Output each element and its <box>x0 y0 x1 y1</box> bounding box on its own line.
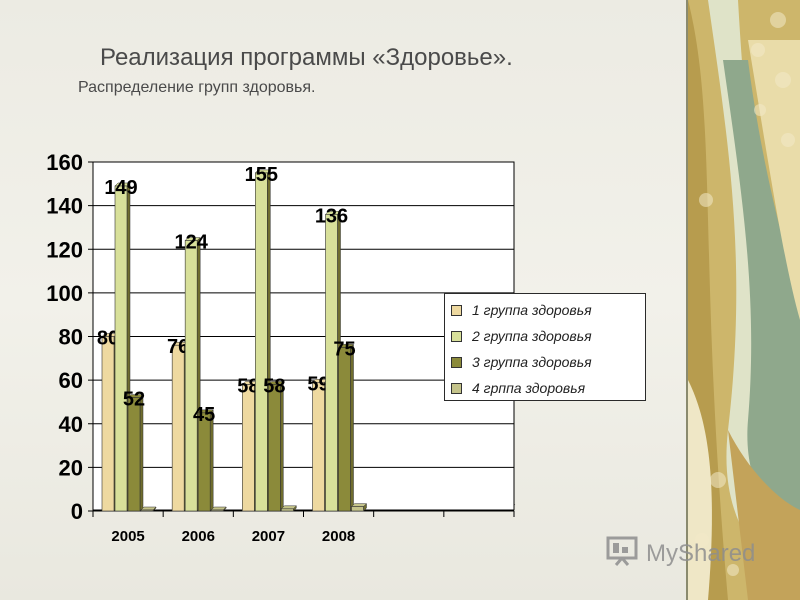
bar-top-4 <box>350 503 368 507</box>
bar-group1-2005 <box>101 336 115 512</box>
slide-title: Реализация программы «Здоровье». <box>100 44 513 71</box>
legend-item-group2: 2 группа здоровья <box>451 323 645 349</box>
y-tick-label: 40 <box>59 412 83 437</box>
bar-group4-2005 <box>140 509 154 512</box>
data-label: 80 <box>97 328 119 350</box>
data-label: 75 <box>333 338 355 360</box>
bar-group3-2005 <box>127 397 141 512</box>
bar-group3-2007 <box>268 384 281 512</box>
watermark-text: MyShared <box>646 540 756 567</box>
bar-group4-2007 <box>281 508 294 512</box>
bar-group2-2008 <box>325 214 338 512</box>
y-tick-label: 60 <box>59 368 83 393</box>
x-tick-label: 2006 <box>182 528 215 545</box>
data-label: 136 <box>315 205 348 227</box>
bar-group4-2006 <box>210 509 224 512</box>
slide-subtitle: Распределение групп здоровья. <box>78 79 316 96</box>
watermark: MyShared <box>606 536 755 572</box>
y-tick-label: 80 <box>59 325 83 350</box>
bar-side-3 <box>139 393 144 512</box>
y-tick-label: 0 <box>71 499 83 524</box>
x-tick-label: 2005 <box>111 528 144 545</box>
bar-side-3 <box>280 380 284 512</box>
chart-legend: 1 группа здоровья 2 группа здоровья 3 гр… <box>444 293 646 401</box>
y-tick-label: 140 <box>46 194 83 219</box>
data-label: 155 <box>245 164 278 186</box>
y-tick-label: 100 <box>46 281 83 306</box>
legend-label-group3: 3 группа здоровья <box>472 354 592 370</box>
bar-group1-2007 <box>242 384 255 512</box>
legend-item-group3: 3 группа здоровья <box>451 349 645 375</box>
y-tick-label: 120 <box>46 237 83 262</box>
y-tick-label: 20 <box>59 455 83 480</box>
bar-group1-2006 <box>171 344 185 512</box>
bar-group3-2008 <box>338 347 351 512</box>
legend-label-group4: 4 грппа здоровья <box>472 380 586 396</box>
legend-swatch-group3 <box>451 356 462 368</box>
data-label: 58 <box>263 375 285 397</box>
legend-swatch-group4 <box>451 382 462 394</box>
legend-label-group1: 1 группа здоровья <box>472 302 592 318</box>
legend-item-group1: 1 группа здоровья <box>451 297 645 323</box>
bar-group2-2006 <box>184 240 198 512</box>
bar-top-4 <box>210 506 227 511</box>
slide-frame <box>686 0 688 600</box>
data-label: 149 <box>104 177 137 199</box>
data-label: 59 <box>307 373 329 395</box>
legend-swatch-group1 <box>451 304 462 316</box>
y-tick-label: 160 <box>46 150 83 175</box>
data-label: 45 <box>193 404 215 426</box>
bar-group2-2005 <box>114 185 128 512</box>
bar-top-4 <box>140 506 157 511</box>
legend-item-group4: 4 грппа здоровья <box>451 375 645 401</box>
x-tick-label: 2008 <box>322 528 355 545</box>
bar-top-4 <box>280 505 297 510</box>
presentation-icon <box>606 536 640 573</box>
data-label: 58 <box>237 375 259 397</box>
legend-label-group2: 2 группа здоровья <box>472 328 592 344</box>
bar-group1-2008 <box>312 382 325 512</box>
bar-group2-2007 <box>255 172 268 512</box>
bar-group3-2006 <box>197 412 211 512</box>
legend-swatch-group2 <box>451 330 462 342</box>
decorative-curtain-image <box>688 0 800 600</box>
data-label: 124 <box>174 232 208 254</box>
bar-group4-2008 <box>351 506 364 512</box>
x-tick-label: 2007 <box>252 528 285 545</box>
data-label: 52 <box>123 389 145 411</box>
data-label: 76 <box>167 336 189 358</box>
bar-side-3 <box>350 343 354 512</box>
